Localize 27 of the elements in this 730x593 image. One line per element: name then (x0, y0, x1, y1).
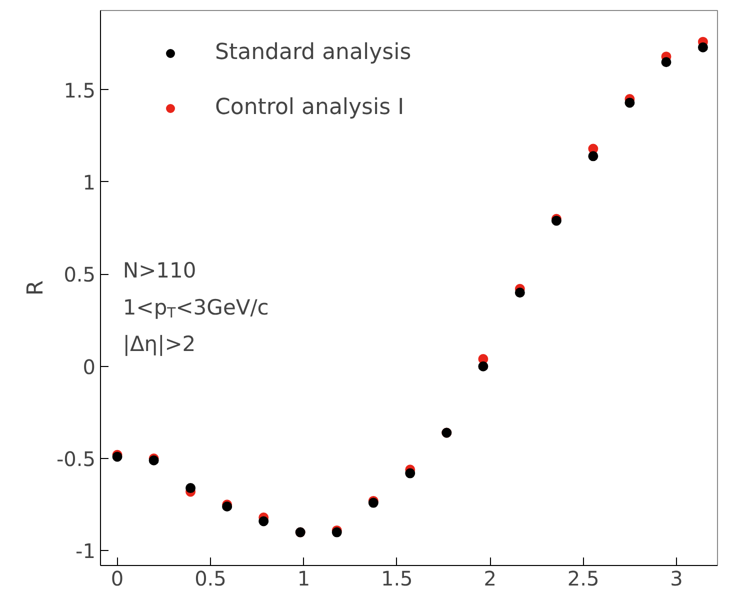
y-tick-label: -1 (76, 539, 96, 564)
x-tick-label: 2 (484, 566, 496, 590)
y-tick-label: 1.5 (64, 78, 96, 102)
legend-label: Standard analysis (215, 40, 412, 65)
point (258, 516, 269, 526)
x-tick-label: 2.5 (567, 566, 600, 590)
x-tick-label: 1.5 (380, 566, 413, 590)
point (698, 42, 708, 52)
x-tick-label: 0.5 (194, 566, 226, 590)
x-tick-label: 0 (110, 566, 124, 590)
x-tick-label: 3 (670, 566, 683, 590)
point (661, 57, 672, 68)
y-tick-label: 0.5 (64, 262, 96, 287)
y-tick-label: 1 (82, 170, 96, 194)
point (478, 361, 488, 372)
y-tick-label: 0 (82, 354, 96, 379)
point (588, 151, 598, 162)
point (514, 288, 525, 298)
legend-label: Control analysis I (215, 95, 404, 120)
annotation: N>110 (122, 258, 196, 282)
point (405, 468, 416, 478)
y-tick-label: -0.5 (56, 447, 96, 472)
y-axis-title: R (23, 280, 48, 296)
annotation: |Δη|>2 (122, 332, 196, 356)
x-tick-label: 1 (297, 566, 310, 590)
point (624, 98, 635, 108)
point (186, 483, 196, 494)
